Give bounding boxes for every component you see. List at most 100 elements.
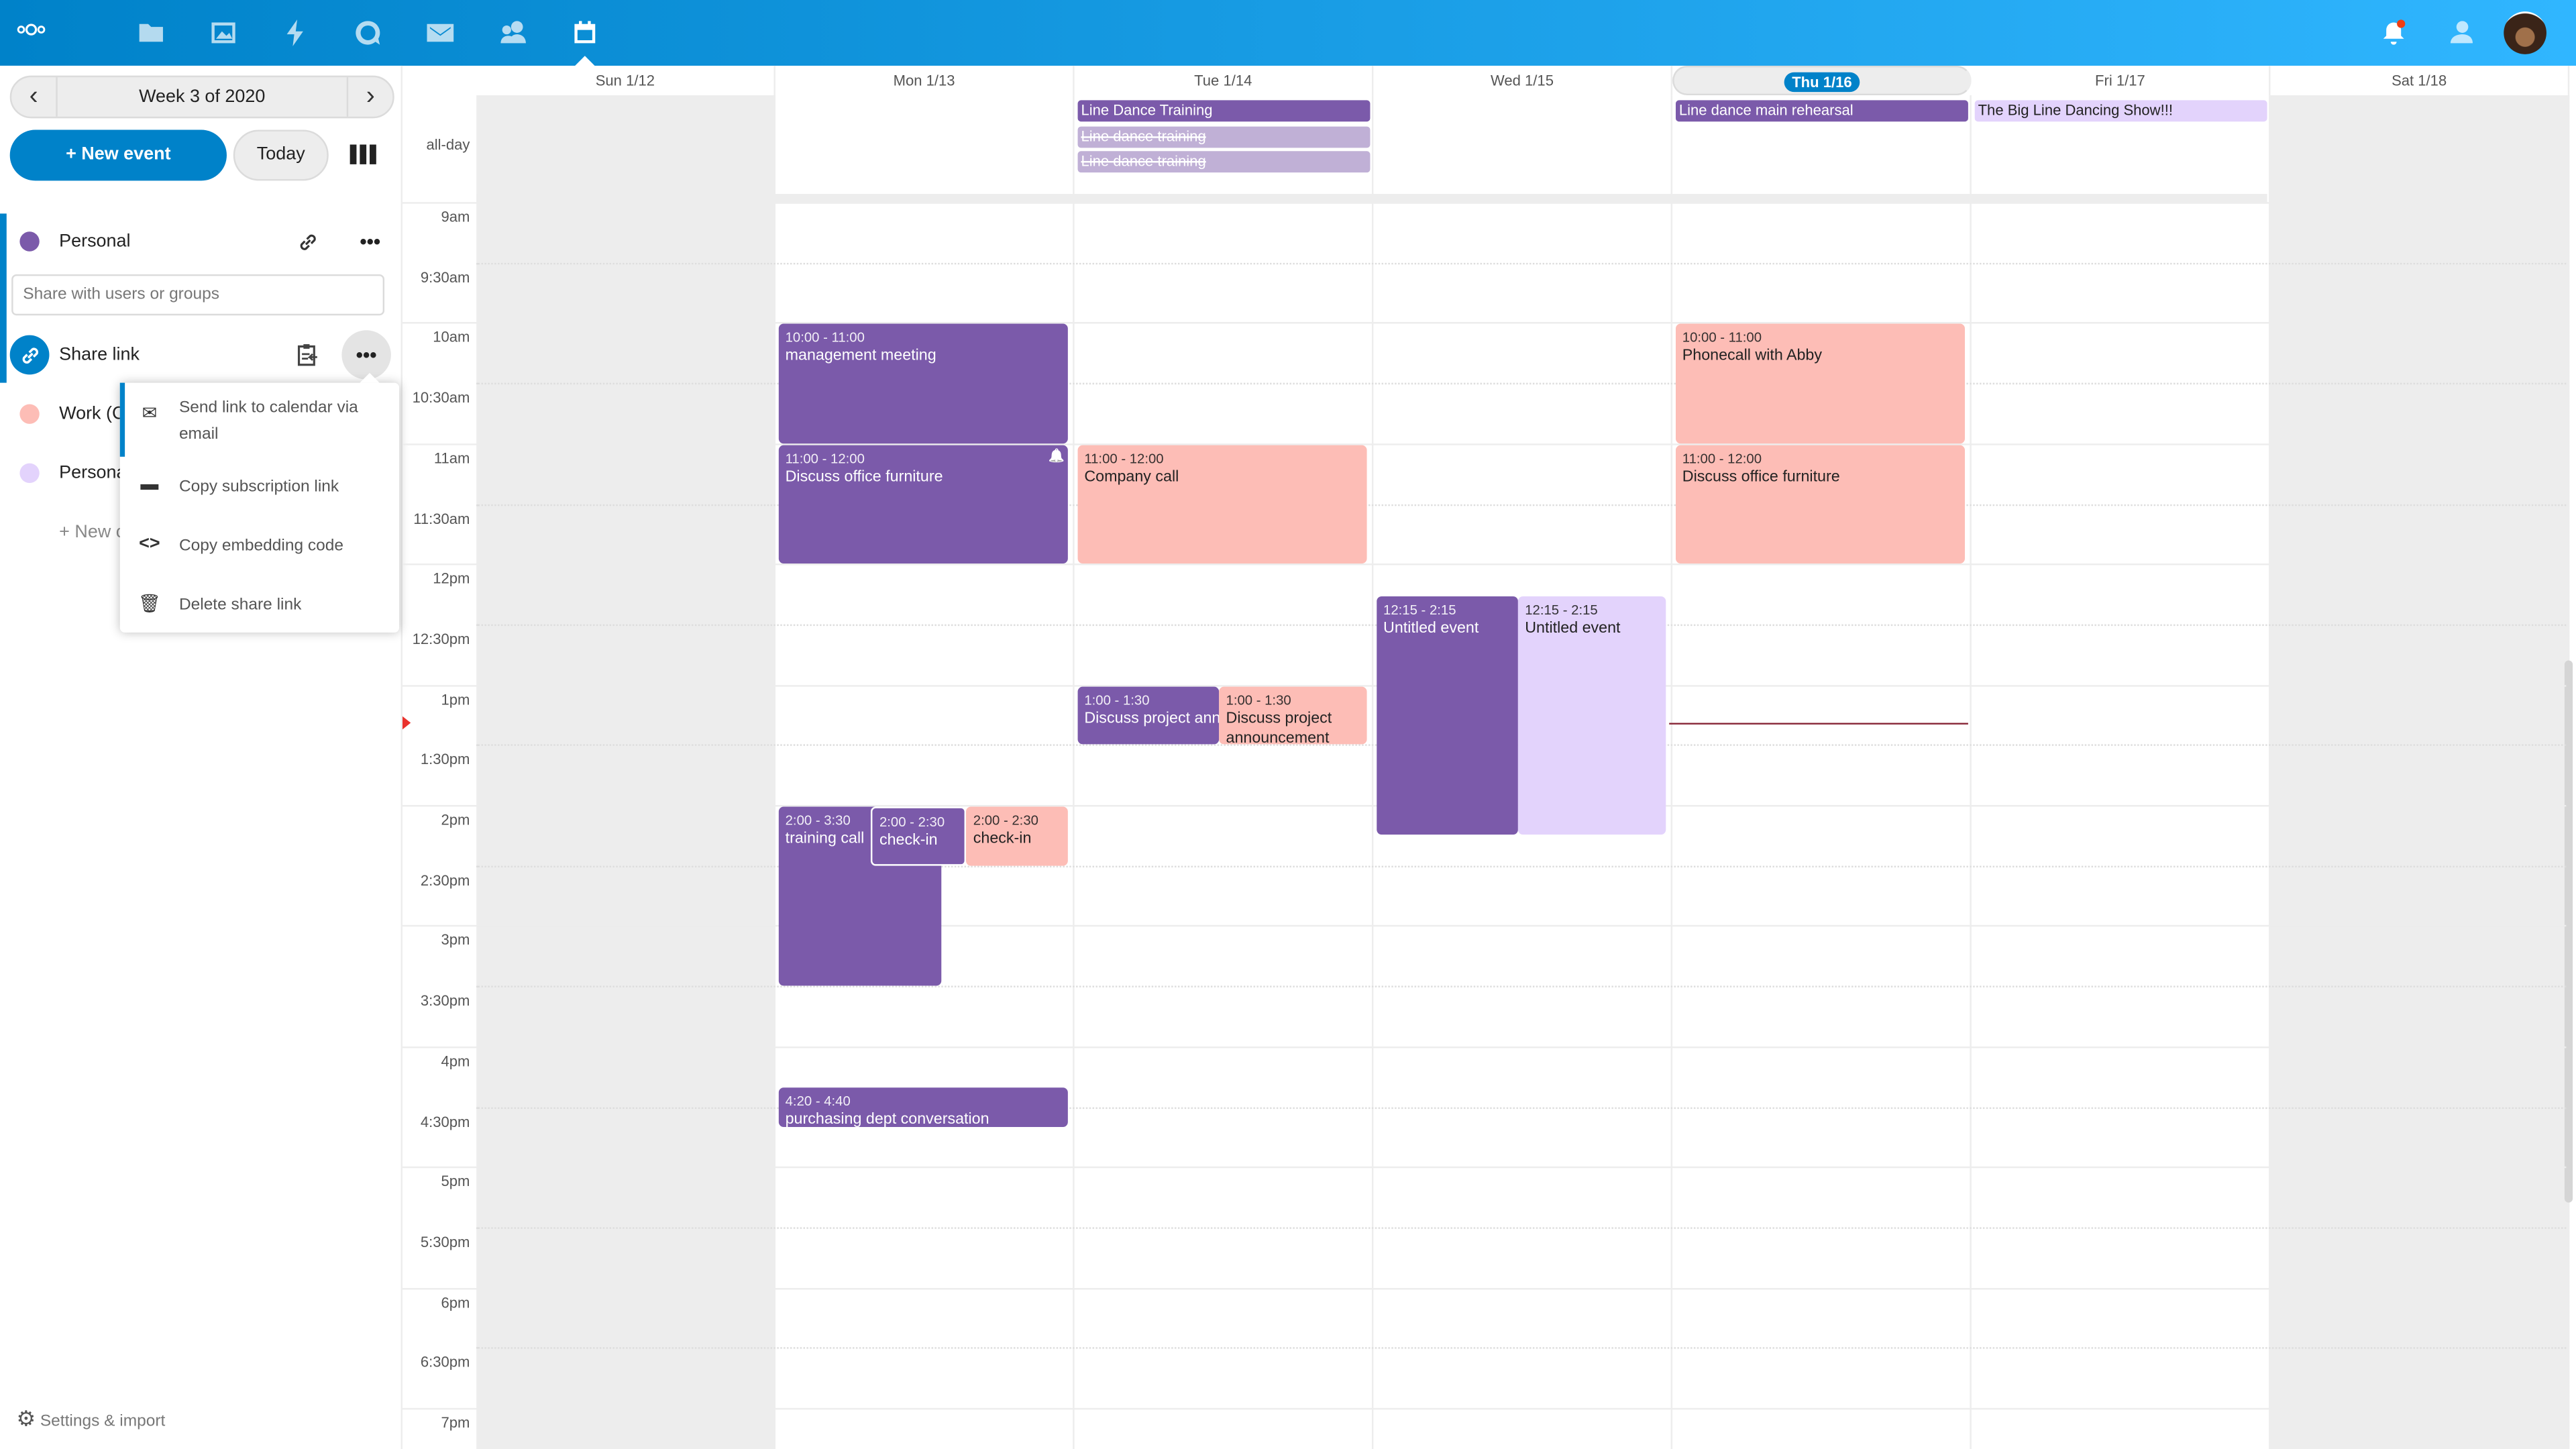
calendar-label: Work (C bbox=[59, 404, 125, 424]
day-label: Sat 1/18 bbox=[2392, 72, 2447, 89]
all-day-separator bbox=[476, 193, 2267, 204]
event-company-call[interactable]: 11:00 - 12:00 Company call bbox=[1077, 445, 1367, 564]
view-switcher-icon[interactable] bbox=[350, 144, 376, 164]
calendar-icon[interactable] bbox=[568, 16, 601, 49]
day-header[interactable]: Sat 1/18 bbox=[2271, 65, 2570, 96]
hour-gridline bbox=[402, 443, 2567, 445]
event-title: Discuss project announcement bbox=[1226, 708, 1332, 745]
calendar-item-work[interactable]: Work (C bbox=[0, 389, 402, 438]
event-untitled-event[interactable]: 12:15 - 2:15 Untitled event bbox=[1518, 595, 1666, 835]
menu-item-label: Send link to calendar via email bbox=[178, 399, 358, 444]
menu-item-label: Delete share link bbox=[178, 596, 302, 614]
all-day-event[interactable]: Line dance training bbox=[1077, 151, 1371, 173]
day-header[interactable]: Fri 1/17 bbox=[1972, 65, 2271, 96]
share-link-menu: ✉ Send link to calendar via email ▬ Copy… bbox=[119, 372, 400, 633]
day-header[interactable]: Wed 1/15 bbox=[1373, 65, 1673, 96]
today-button[interactable]: Today bbox=[233, 129, 329, 181]
new-event-button[interactable]: + New event bbox=[9, 129, 227, 181]
hour-gridline bbox=[402, 1046, 2567, 1048]
mail-icon[interactable] bbox=[424, 16, 457, 49]
event-time: 10:00 - 11:00 bbox=[1682, 329, 1762, 346]
week-view: all-day Sun 1/12 Mon 1/13 Tue 1/14 Wed 1/15… bbox=[402, 65, 2576, 1449]
day-header[interactable]: Mon 1/13 bbox=[775, 65, 1075, 96]
day-column[interactable] bbox=[775, 95, 1075, 1449]
event-time: 2:00 - 2:30 bbox=[879, 813, 945, 830]
day-header[interactable]: Sun 1/12 bbox=[476, 65, 775, 96]
event-time: 4:20 - 4:40 bbox=[785, 1093, 851, 1110]
event-time: 11:00 - 12:00 bbox=[1682, 449, 1762, 467]
half-hour-gridline bbox=[476, 382, 2567, 385]
day-column[interactable] bbox=[1972, 95, 2271, 1449]
next-week-button[interactable]: › bbox=[366, 82, 375, 111]
day-column[interactable] bbox=[1373, 95, 1673, 1449]
new-calendar-button[interactable]: + New c bbox=[59, 522, 125, 543]
day-label: Sun 1/12 bbox=[595, 72, 655, 89]
day-header[interactable]: Tue 1/14 bbox=[1075, 65, 1374, 96]
event-purchasing-dept-conversation[interactable]: 4:20 - 4:40 purchasing dept conversation bbox=[778, 1087, 1068, 1127]
event-untitled-event[interactable]: 12:15 - 2:15 Untitled event bbox=[1377, 595, 1519, 835]
calendar-label: Persona bbox=[59, 463, 127, 484]
scrollbar[interactable] bbox=[2564, 660, 2573, 1203]
share-link-more-button[interactable]: ••• bbox=[341, 330, 391, 380]
notifications-icon[interactable] bbox=[2377, 16, 2410, 49]
settings-import-button[interactable]: ⚙ Settings & import bbox=[16, 1406, 165, 1432]
hour-gridline bbox=[402, 1287, 2567, 1289]
event-title: check-in bbox=[973, 829, 1032, 848]
day-header[interactable]: Thu 1/16 bbox=[1672, 65, 1972, 96]
share-with-users-input[interactable]: Share with users or groups bbox=[11, 274, 385, 316]
nextcloud-logo[interactable] bbox=[16, 15, 46, 44]
files-icon[interactable] bbox=[135, 16, 168, 49]
user-avatar[interactable] bbox=[2504, 11, 2546, 54]
time-label: 4:30pm bbox=[420, 1113, 470, 1130]
talk-icon[interactable] bbox=[352, 16, 384, 49]
week-label[interactable]: Week 3 of 2020 bbox=[56, 77, 349, 117]
previous-week-button[interactable]: ‹ bbox=[29, 82, 38, 111]
event-time: 12:15 - 2:15 bbox=[1383, 600, 1456, 617]
event-discuss-office-furniture[interactable]: 11:00 - 12:00 Discuss office furniture 🔔 bbox=[778, 445, 1068, 564]
code-icon: <> bbox=[139, 533, 160, 554]
time-label: 1:30pm bbox=[420, 751, 470, 768]
time-label: 10am bbox=[433, 329, 470, 346]
notification-badge bbox=[2397, 19, 2406, 28]
link-icon[interactable] bbox=[297, 231, 319, 252]
more-options-icon[interactable]: ••• bbox=[360, 229, 381, 254]
time-label: 2:30pm bbox=[420, 871, 470, 889]
all-day-event[interactable]: Line dance training bbox=[1077, 125, 1371, 148]
photos-icon[interactable] bbox=[207, 16, 240, 49]
day-column[interactable] bbox=[476, 95, 775, 1449]
event-phonecall-with-abby[interactable]: 10:00 - 11:00 Phonecall with Abby bbox=[1675, 324, 1966, 443]
event-check-in[interactable]: 2:00 - 2:30 check-in bbox=[966, 806, 1068, 865]
copy-to-clipboard-icon[interactable] bbox=[297, 343, 319, 366]
event-title: Discuss office furniture bbox=[785, 468, 943, 486]
mail-icon: ✉ bbox=[142, 404, 158, 424]
time-label: 5:30pm bbox=[420, 1233, 470, 1250]
day-column[interactable] bbox=[1075, 95, 1374, 1449]
event-discuss-office-furniture[interactable]: 11:00 - 12:00 Discuss office furniture bbox=[1675, 445, 1966, 564]
calendar-item-personal-2[interactable]: Persona bbox=[0, 449, 402, 498]
activity-icon[interactable] bbox=[279, 16, 312, 49]
all-day-event[interactable]: The Big Line Dancing Show!!! bbox=[1974, 100, 2267, 122]
event-time: 10:00 - 11:00 bbox=[785, 329, 865, 346]
event-management-meeting[interactable]: 10:00 - 11:00 management meeting bbox=[778, 324, 1068, 443]
share-link-label: Share link bbox=[59, 345, 140, 365]
all-day-event[interactable]: Line Dance Training bbox=[1077, 100, 1371, 122]
calendar-item-personal[interactable]: Personal ••• bbox=[0, 217, 402, 266]
time-label: 12:30pm bbox=[412, 631, 470, 647]
contacts-icon[interactable] bbox=[496, 16, 529, 49]
bell-icon: 🔔 bbox=[1048, 448, 1065, 464]
calendar-color-dot bbox=[19, 231, 40, 252]
gear-icon: ⚙ bbox=[16, 1406, 36, 1432]
event-time: 1:00 - 1:30 bbox=[1084, 691, 1150, 708]
day-column[interactable] bbox=[1672, 95, 1972, 1449]
day-column[interactable] bbox=[2270, 95, 2570, 1449]
event-title: Untitled event bbox=[1525, 619, 1621, 637]
calendar-color-dot bbox=[19, 463, 40, 484]
hour-gridline bbox=[402, 322, 2567, 325]
contacts-menu-icon[interactable] bbox=[2443, 16, 2476, 49]
all-day-event[interactable]: Line dance main rehearsal bbox=[1675, 100, 1968, 122]
event-check-in[interactable]: 2:00 - 2:30 check-in bbox=[871, 806, 967, 865]
time-label: 9:30am bbox=[420, 268, 470, 286]
active-app-indicator bbox=[575, 56, 595, 66]
